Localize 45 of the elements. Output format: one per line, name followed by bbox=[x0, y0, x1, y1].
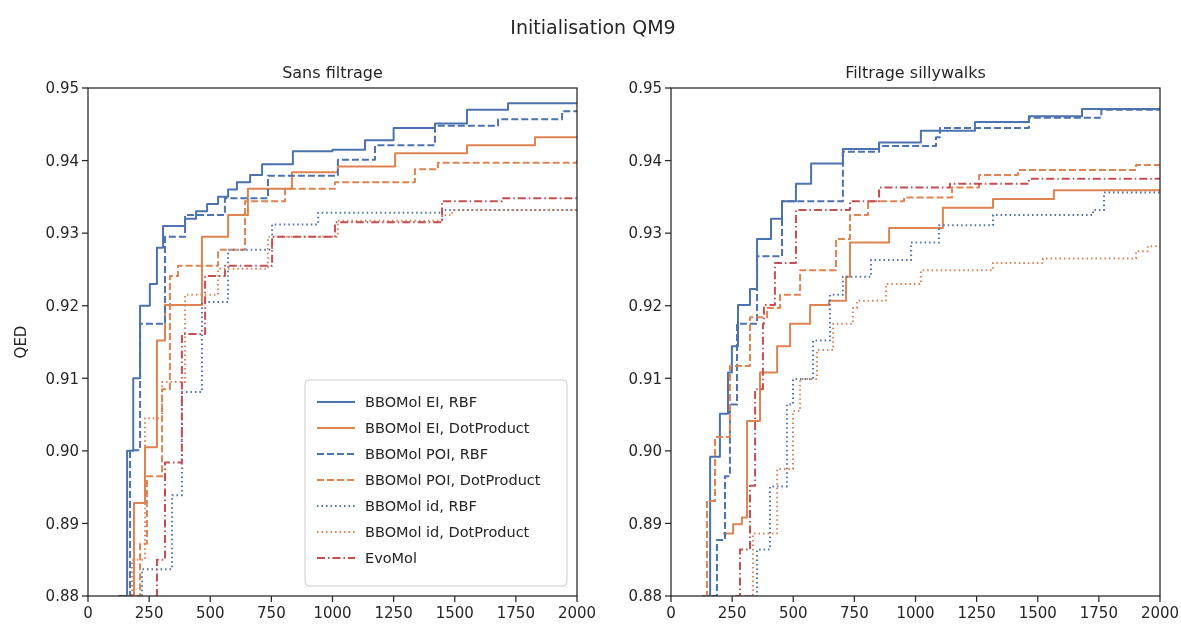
y-tick-label: 0.94 bbox=[628, 151, 662, 170]
y-tick-label: 0.95 bbox=[45, 79, 79, 98]
x-tick-label: 1500 bbox=[1018, 604, 1057, 622]
x-tick-label: 0 bbox=[83, 604, 93, 622]
x-tick-label: 2000 bbox=[1140, 604, 1180, 622]
x-tick-label: 250 bbox=[717, 604, 747, 622]
y-tick-label: 0.95 bbox=[628, 79, 662, 98]
x-tick-label: 0 bbox=[666, 604, 676, 622]
y-tick-label: 0.93 bbox=[45, 224, 79, 243]
y-tick-label: 0.88 bbox=[628, 587, 662, 606]
x-tick-label: 750 bbox=[257, 604, 286, 622]
x-tick-label: 250 bbox=[134, 604, 164, 622]
y-tick-label: 0.89 bbox=[628, 514, 662, 533]
x-tick-label: 2000 bbox=[557, 604, 597, 622]
y-tick-label: 0.93 bbox=[628, 224, 662, 243]
y-tick-label: 0.89 bbox=[45, 514, 79, 533]
y-tick-label: 0.91 bbox=[628, 369, 662, 388]
y-tick-label: 0.90 bbox=[45, 442, 79, 461]
y-tick-label: 0.92 bbox=[45, 296, 79, 315]
legend-label: BBOMol EI, RBF bbox=[365, 394, 478, 411]
y-tick-label: 0.88 bbox=[45, 587, 79, 606]
x-tick-label: 1000 bbox=[313, 604, 352, 622]
legend-label: EvoMol bbox=[365, 550, 418, 567]
chart-title: Sans filtrage bbox=[282, 63, 383, 82]
y-tick-label: 0.90 bbox=[628, 442, 662, 461]
text: Initialisation QM9 bbox=[510, 16, 676, 38]
x-tick-label: 1750 bbox=[496, 604, 535, 622]
y-tick-label: 0.94 bbox=[45, 151, 79, 170]
y-tick-label: 0.91 bbox=[45, 369, 79, 388]
x-tick-label: 1250 bbox=[957, 604, 996, 622]
chart-title: Filtrage sillywalks bbox=[845, 63, 986, 82]
x-tick-label: 750 bbox=[840, 604, 869, 622]
legend-label: BBOMol POI, DotProduct bbox=[365, 472, 541, 489]
y-tick-label: 0.92 bbox=[628, 296, 662, 315]
legend-label: BBOMol id, RBF bbox=[365, 498, 477, 515]
legend-label: BBOMol EI, DotProduct bbox=[365, 420, 530, 437]
x-tick-label: 1500 bbox=[435, 604, 474, 622]
legend-label: BBOMol id, DotProduct bbox=[365, 524, 530, 541]
y-axis-title: QED bbox=[12, 325, 30, 359]
x-tick-label: 1000 bbox=[896, 604, 935, 622]
x-tick-label: 500 bbox=[778, 604, 808, 622]
x-tick-label: 1250 bbox=[374, 604, 413, 622]
x-tick-label: 1750 bbox=[1079, 604, 1118, 622]
x-tick-label: 500 bbox=[195, 604, 225, 622]
legend-label: BBOMol POI, RBF bbox=[365, 446, 489, 463]
